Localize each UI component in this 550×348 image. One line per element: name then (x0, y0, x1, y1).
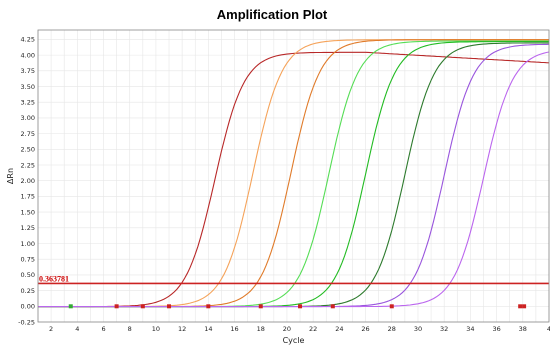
amplification-curve (38, 40, 549, 308)
x-tick-label: 20 (283, 325, 291, 333)
baseline-marker[interactable] (389, 304, 394, 309)
x-tick-label: 10 (152, 325, 160, 333)
y-tick-label: 1.50 (21, 208, 35, 216)
x-tick-label: 38 (519, 325, 527, 333)
x-tick-label: 12 (178, 325, 186, 333)
y-tick-label: 1.00 (21, 240, 35, 248)
amplification-curve (38, 39, 549, 308)
threshold-layer: 0.363781 (38, 274, 549, 285)
baseline-marker[interactable] (114, 304, 119, 309)
baseline-marker[interactable] (522, 304, 527, 309)
x-tick-label: 32 (440, 325, 448, 333)
x-tick-label: 2 (49, 325, 53, 333)
y-tick-label: 2.75 (21, 130, 35, 138)
x-tick-label: 22 (309, 325, 317, 333)
x-tick-label: 8 (128, 325, 132, 333)
chart-title: Amplification Plot (217, 7, 328, 22)
tick-labels: -0.25 0.00 0.25 0.50 0.75 1.00 1.25 1.50 1.75 2.0… (18, 36, 550, 333)
series-layer (38, 39, 550, 308)
x-tick-label: 26 (361, 325, 369, 333)
y-axis-label: ΔRn (6, 168, 15, 184)
baseline-marker[interactable] (68, 304, 73, 309)
y-tick-label: 0.50 (21, 271, 35, 279)
x-tick-label: 34 (466, 325, 474, 333)
y-tick-label: 3.00 (21, 114, 35, 122)
y-tick-label: 4.00 (21, 51, 35, 59)
x-tick-label: 18 (257, 325, 265, 333)
y-tick-label: 2.50 (21, 146, 35, 154)
x-tick-label: 30 (414, 325, 422, 333)
amplification-curve (38, 41, 549, 308)
x-tick-label: 16 (230, 325, 238, 333)
y-tick-label: 2.25 (21, 161, 35, 169)
baseline-marker[interactable] (518, 304, 523, 309)
y-tick-label: 1.25 (21, 224, 35, 232)
amplification-curve (38, 51, 550, 308)
x-tick-label: 36 (492, 325, 500, 333)
baseline-marker[interactable] (206, 304, 211, 309)
x-tick-label: 4 (75, 325, 79, 333)
baseline-marker[interactable] (140, 304, 145, 309)
plot-frame (37, 29, 550, 323)
y-tick-label: 0.75 (21, 256, 35, 264)
x-tick-label: 24 (335, 325, 343, 333)
y-tick-label: 0.00 (21, 303, 35, 311)
y-tick-label: 3.75 (21, 67, 35, 75)
threshold-label: 0.363781 (39, 274, 69, 283)
y-tick-label: 2.00 (21, 177, 35, 185)
x-tick-label: 14 (204, 325, 212, 333)
amplification-curve (38, 39, 549, 308)
x-tick-label: 6 (101, 325, 105, 333)
y-tick-label: 4.25 (21, 36, 35, 44)
x-axis-label: Cycle (283, 336, 305, 345)
y-tick-label: 3.50 (21, 83, 35, 91)
baseline-marker[interactable] (167, 304, 172, 309)
x-tick-label: 4 (547, 325, 550, 333)
y-tick-label: -0.25 (18, 318, 35, 326)
amplification-curve (38, 51, 550, 308)
baseline-marker[interactable] (330, 304, 335, 309)
amplification-curve (38, 43, 550, 308)
amplification-curve (38, 42, 549, 308)
y-tick-label: 1.75 (21, 193, 35, 201)
grid (37, 30, 550, 323)
baseline-markers (68, 304, 527, 309)
baseline-marker[interactable] (258, 304, 263, 309)
x-tick-label: 28 (388, 325, 396, 333)
y-tick-label: 3.25 (21, 99, 35, 107)
y-tick-label: 0.25 (21, 287, 35, 295)
baseline-marker[interactable] (298, 304, 303, 309)
